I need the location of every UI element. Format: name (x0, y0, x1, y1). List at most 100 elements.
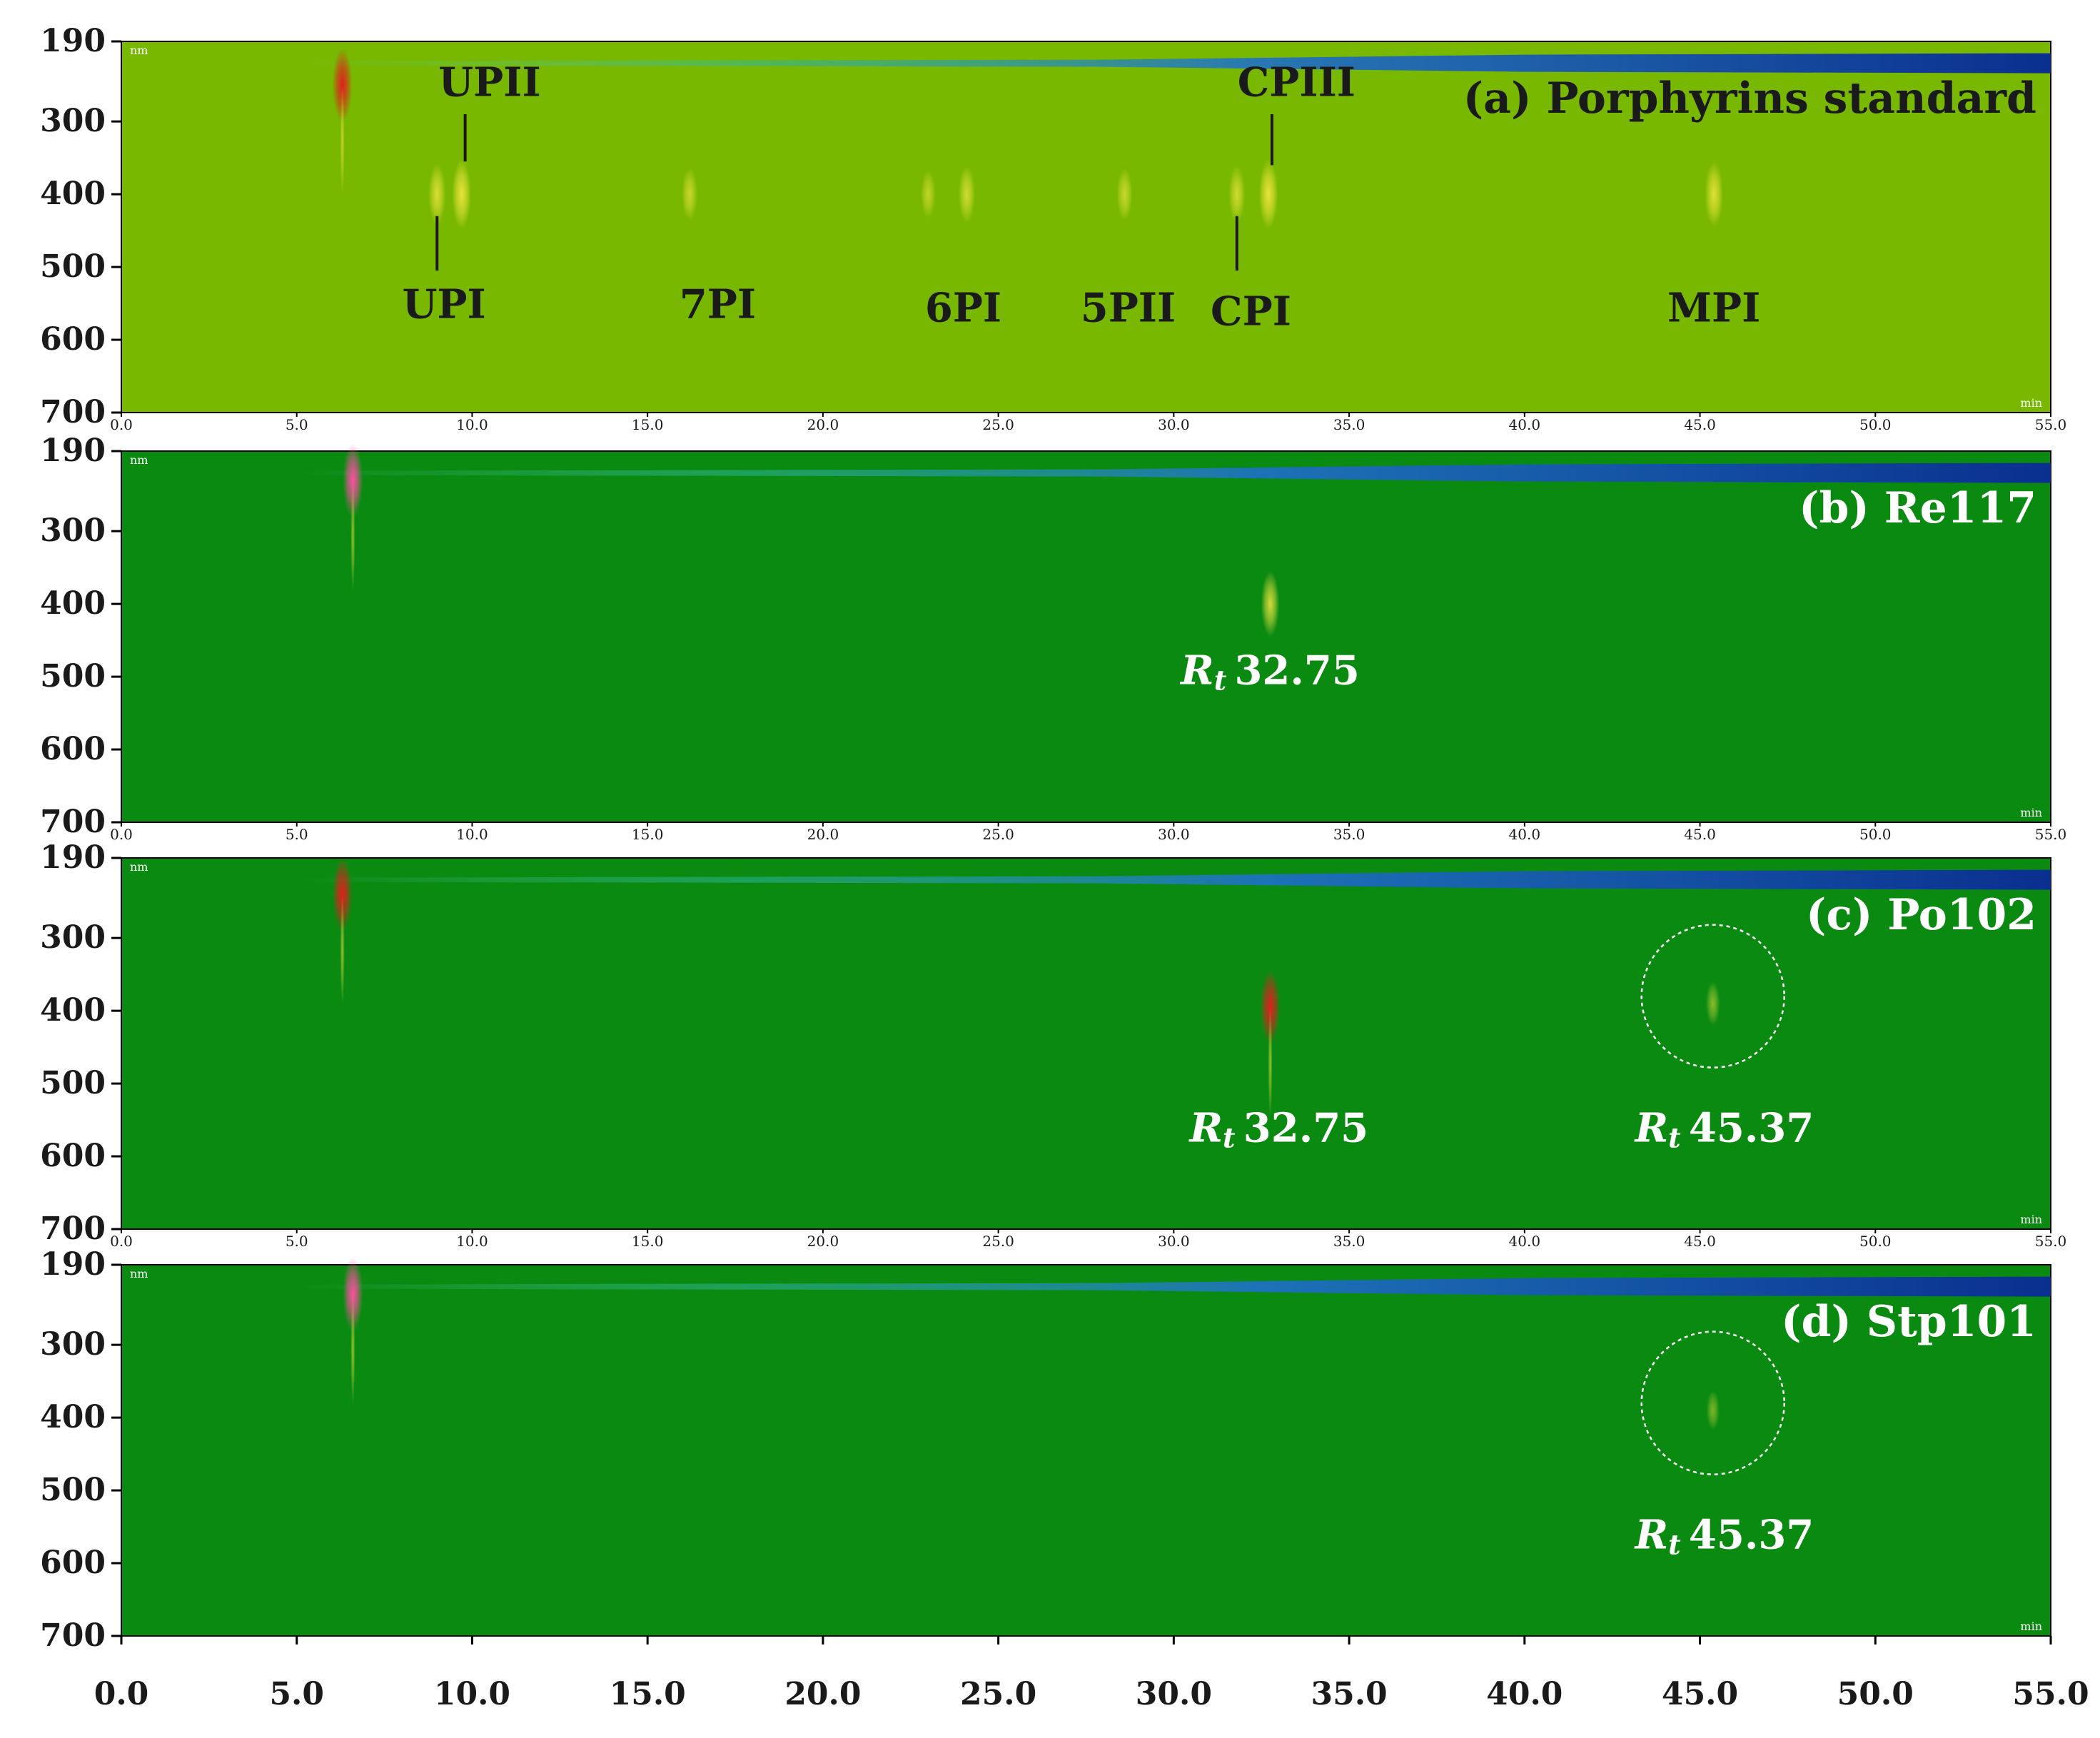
x-tick-label-1: 5.0 (269, 1676, 324, 1712)
peak-label-7: MPI (1667, 285, 1760, 332)
peak-streak-0 (350, 1293, 355, 1405)
solvent-band (296, 463, 2051, 483)
y-tick-label-4: 600 (40, 1138, 106, 1174)
panel-title: (b) Re117 (1799, 483, 2036, 533)
x-tick-label-10: 50.0 (1859, 416, 1892, 433)
x-tick-label-4: 20.0 (807, 826, 839, 843)
y-tick-label-1: 300 (40, 919, 106, 956)
x-tick-label-4: 20.0 (807, 416, 839, 433)
peak-3 (682, 168, 698, 221)
y-tick-label-5: 700 (40, 804, 106, 840)
peak-label-5: CPI (1211, 288, 1291, 335)
x-tick-label-0: 0.0 (110, 416, 133, 433)
x-tick-label-7: 35.0 (1333, 416, 1365, 433)
x-tick-label-5: 25.0 (982, 1233, 1014, 1250)
y-tick-label-4: 600 (40, 731, 106, 767)
peak-label-0: UPII (438, 59, 540, 106)
y-tick-label-0: 190 (40, 23, 106, 59)
panel-c: nm min 190 300 400 500 600 700 0.0 5.0 10.0 15.0 20.… (40, 839, 2066, 1250)
x-tick-label-4: 20.0 (807, 1233, 839, 1250)
x-tick-label-9: 45.0 (1684, 416, 1716, 433)
y-tick-label-0: 190 (40, 839, 106, 876)
x-tick-label-9: 45.0 (1684, 826, 1716, 843)
y-tick-label-5: 700 (40, 394, 106, 430)
x-tick-label-2: 10.0 (456, 1233, 488, 1250)
peak-label-0: Rt 32.75 (1188, 1105, 1368, 1154)
peak-1 (1261, 571, 1280, 637)
x-tick-label-4: 20.0 (784, 1676, 861, 1712)
peak-label-3: 6PI (925, 285, 1001, 332)
peak-6 (1116, 168, 1133, 221)
x-tick-label-5: 25.0 (982, 826, 1014, 843)
x-tick-label-11: 55.0 (2035, 416, 2067, 433)
highlight-circle-0 (1640, 924, 1785, 1068)
y-tick-label-2: 400 (40, 585, 106, 622)
y-tick-label-3: 500 (40, 248, 106, 285)
panel-b: nm min 190 300 400 500 600 700 0.0 5.0 10.0 15.0 20.… (40, 433, 2066, 843)
peak-streak-0 (340, 85, 345, 197)
x-tick-label-1: 5.0 (286, 1233, 308, 1250)
panel-title: (a) Porphyrins standard (1463, 74, 2036, 123)
y-unit-label: nm (130, 1267, 148, 1280)
peak-5 (958, 166, 976, 223)
peak-2 (1705, 981, 1720, 1026)
y-unit-label: nm (130, 860, 148, 874)
solvent-band (296, 1276, 2051, 1297)
x-tick-label-11: 55.0 (2035, 826, 2067, 843)
peak-7 (1228, 166, 1246, 223)
y-tick-label-2: 400 (40, 1399, 106, 1435)
plot-area (121, 1264, 2051, 1637)
x-tick-label-5: 25.0 (960, 1676, 1036, 1712)
peak-label-1: Rt 45.37 (1634, 1105, 1814, 1154)
x-tick-label-11: 55.0 (2012, 1676, 2089, 1712)
y-tick-label-3: 500 (40, 1472, 106, 1508)
x-tick-label-10: 50.0 (1837, 1676, 1914, 1712)
peak-1 (1706, 1390, 1720, 1430)
panel-a: nm min 190 300 400 500 600 700 0.0 5.0 10.0 15.0 20.… (40, 23, 2066, 433)
x-tick-label-7: 35.0 (1333, 1233, 1365, 1250)
y-tick-label-1: 300 (40, 512, 106, 549)
x-tick-label-3: 15.0 (632, 1233, 664, 1250)
x-tick-label-9: 45.0 (1684, 1233, 1716, 1250)
x-tick-label-3: 15.0 (610, 1676, 686, 1712)
y-tick-label-0: 190 (40, 1246, 106, 1283)
x-tick-label-0: 0.0 (110, 826, 133, 843)
x-tick-label-6: 30.0 (1158, 416, 1190, 433)
peak-streak-0 (350, 480, 355, 592)
panel-title: (d) Stp101 (1781, 1297, 2036, 1347)
highlight-circle-0 (1640, 1330, 1785, 1475)
x-tick-label-8: 40.0 (1509, 1233, 1541, 1250)
x-tick-label-3: 15.0 (632, 416, 664, 433)
peak-2 (452, 159, 472, 230)
x-tick-label-7: 35.0 (1311, 1676, 1388, 1712)
y-tick-label-0: 190 (40, 433, 106, 469)
y-tick-label-1: 300 (40, 1326, 106, 1363)
y-tick-label-3: 500 (40, 658, 106, 694)
solvent-band (296, 53, 2051, 74)
peak-label-6: CPIII (1238, 59, 1356, 106)
solvent-band (296, 869, 2051, 890)
x-unit-label: min (2020, 1620, 2042, 1633)
peak-label-4: 5PII (1081, 285, 1176, 332)
x-tick-label-11: 55.0 (2035, 1233, 2067, 1250)
y-tick-label-1: 300 (40, 103, 106, 139)
peak-8 (1258, 159, 1278, 230)
panel-d: nm min 190 300 400 500 600 700 0.0 5.0 10.0 15.0 20.… (40, 1246, 2089, 1712)
x-tick-label-0: 0.0 (110, 1233, 133, 1250)
y-tick-label-5: 700 (40, 1211, 106, 1247)
plot-area (121, 857, 2051, 1230)
peak-9 (1705, 161, 1724, 228)
peak-label-0: Rt 32.75 (1179, 647, 1360, 696)
x-tick-label-1: 5.0 (286, 416, 308, 433)
peak-streak-0 (340, 894, 345, 1006)
panel-title: (c) Po102 (1806, 890, 2036, 940)
y-tick-label-4: 600 (40, 1545, 106, 1581)
x-tick-label-6: 30.0 (1158, 1233, 1190, 1250)
x-tick-label-2: 10.0 (434, 1676, 510, 1712)
x-tick-label-2: 10.0 (456, 416, 488, 433)
x-tick-label-9: 45.0 (1662, 1676, 1738, 1712)
x-tick-label-7: 35.0 (1333, 826, 1365, 843)
peak-4 (920, 170, 936, 219)
plot-area (121, 450, 2051, 823)
